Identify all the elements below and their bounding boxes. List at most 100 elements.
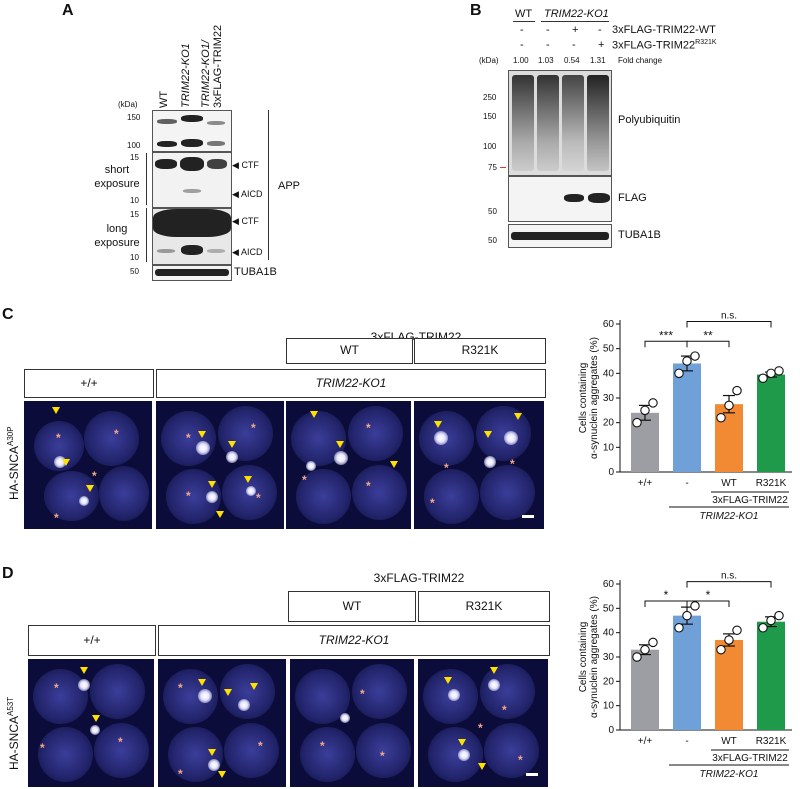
sign-r1-1: - <box>546 24 550 36</box>
d-header-r321k: R321K <box>418 591 550 622</box>
short-exposure-line2: exposure <box>94 178 140 190</box>
nucleus-asterisk-icon: * <box>186 489 191 503</box>
aicd-label-short: ◀ AICD <box>232 189 262 200</box>
group-label: 3xFLAG-TRIM22 <box>712 495 788 506</box>
aggregate-arrowhead-icon <box>208 481 216 488</box>
y-tick-label: 30 <box>603 393 615 404</box>
data-point <box>648 398 658 408</box>
sig-bracket <box>686 581 772 588</box>
sign-r2-2: - <box>572 39 576 51</box>
d-image-ko: * * * <box>158 659 286 787</box>
chart-d: 0 10 20 30 40 50 60 Cells containing α-synuclein… <box>578 571 792 780</box>
d-image-wt-rescue: * * * <box>290 659 414 787</box>
sign-r2-0: - <box>520 39 524 51</box>
panel-b-ko: TRIM22-KO1 <box>544 8 609 20</box>
x-tick-label: - <box>685 736 688 747</box>
ctf-text-long: CTF <box>241 216 259 226</box>
nucleus-asterisk-icon: * <box>54 511 59 525</box>
marker-75-line <box>500 167 506 168</box>
marker-75: 75 <box>488 163 497 172</box>
nucleus-asterisk-icon: * <box>518 753 523 767</box>
d-side-label: HA-SNCAA53T <box>6 697 21 770</box>
data-point <box>724 635 734 645</box>
x-tick-label: +/+ <box>638 478 653 489</box>
panel-c-letter: C <box>2 306 14 323</box>
x-tick-label: WT <box>721 736 737 747</box>
nucleus-asterisk-icon: * <box>56 431 61 445</box>
sign-r1-3: - <box>598 24 602 36</box>
long-exposure-line2: exposure <box>94 237 140 249</box>
bar <box>757 621 785 730</box>
c-side-label: HA-SNCAA30P <box>6 426 21 500</box>
data-point <box>716 412 726 423</box>
aggregate-arrowhead-icon <box>86 485 94 492</box>
nucleus-asterisk-icon: * <box>510 457 515 471</box>
c-image-r321k: * * * <box>414 401 544 529</box>
sig-label: n.s. <box>721 311 737 322</box>
arrow-left-icon: ◀ <box>232 216 239 226</box>
aggregate-arrowhead-icon <box>92 715 100 722</box>
y-axis-label-2: α-synuclein aggregates (%) <box>589 596 600 718</box>
bar <box>673 615 701 730</box>
ctf-label-short: ◀ CTF <box>232 160 259 171</box>
data-point <box>674 623 684 633</box>
nucleus-asterisk-icon: * <box>118 735 123 749</box>
marker-250: 250 <box>483 93 497 102</box>
kda-label-a: (kDa) <box>118 100 138 109</box>
short-exposure-label: short exposure <box>88 163 146 191</box>
y-axis-label-2: α-synuclein aggregates (%) <box>589 337 600 459</box>
aggregate-arrowhead-icon <box>216 511 224 518</box>
nucleus-asterisk-icon: * <box>186 431 191 445</box>
group-label: 3xFLAG-TRIM22 <box>712 753 788 764</box>
chart-c: 0 10 20 30 40 50 60 Cells containing α-synuclein… <box>578 311 792 522</box>
marker-100: 100 <box>127 141 141 150</box>
col-header-wt: WT <box>158 90 170 108</box>
flag-label: FLAG <box>618 192 647 204</box>
aggregate-arrowhead-icon <box>198 431 206 438</box>
nucleus-asterisk-icon: * <box>40 741 45 755</box>
sign-r2-3: + <box>598 39 605 51</box>
data-point <box>732 385 742 396</box>
row2-label: 3xFLAG-TRIM22R321K <box>612 39 717 52</box>
bar <box>631 649 659 730</box>
x-tick-label: +/+ <box>638 736 653 747</box>
c-image-wt: * * * * <box>24 401 152 529</box>
nucleus-asterisk-icon: * <box>502 703 507 717</box>
bar <box>757 374 785 472</box>
aggregate-arrowhead-icon <box>484 431 492 438</box>
d-header-ko: TRIM22-KO1 <box>158 625 550 656</box>
fold-3: 1.31 <box>590 56 606 65</box>
ko-underline <box>541 21 609 22</box>
blot-polyubiquitin <box>508 70 612 176</box>
aggregate-arrowhead-icon <box>250 683 258 690</box>
nucleus-asterisk-icon: * <box>430 496 435 510</box>
long-exposure-label: long exposure <box>88 222 146 250</box>
c-header-ko: TRIM22-KO1 <box>156 369 546 398</box>
ko-label: TRIM22-KO1 <box>700 511 759 522</box>
y-tick-label: 0 <box>608 467 614 478</box>
data-point <box>758 623 768 633</box>
y-tick-label: 30 <box>603 652 615 663</box>
c-image-wt-rescue: * * * <box>286 401 411 529</box>
aggregate-arrowhead-icon <box>336 441 344 448</box>
sign-r1-2: + <box>572 24 579 36</box>
c-header-wt: WT <box>286 338 413 364</box>
data-point <box>716 644 726 655</box>
d-header-plusplus: +/+ <box>28 625 156 656</box>
aggregate-arrowhead-icon <box>390 461 398 468</box>
x-tick-label: WT <box>721 478 737 489</box>
sig-bracket <box>686 340 730 348</box>
y-axis-label: Cells containing <box>578 363 589 434</box>
nucleus-asterisk-icon: * <box>444 461 449 475</box>
ctf-label-long: ◀ CTF <box>232 216 259 227</box>
panel-b-wt: WT <box>515 8 533 20</box>
y-tick-label: 50 <box>603 344 615 355</box>
data-point <box>682 356 692 366</box>
nucleus-asterisk-icon: * <box>478 721 483 735</box>
panel-b-letter: B <box>470 2 482 19</box>
panel-a-letter: A <box>62 2 74 19</box>
d-header-wt: WT <box>288 591 416 622</box>
y-tick-label: 60 <box>603 319 615 330</box>
blot-app-full <box>152 110 232 152</box>
data-point <box>632 417 642 428</box>
